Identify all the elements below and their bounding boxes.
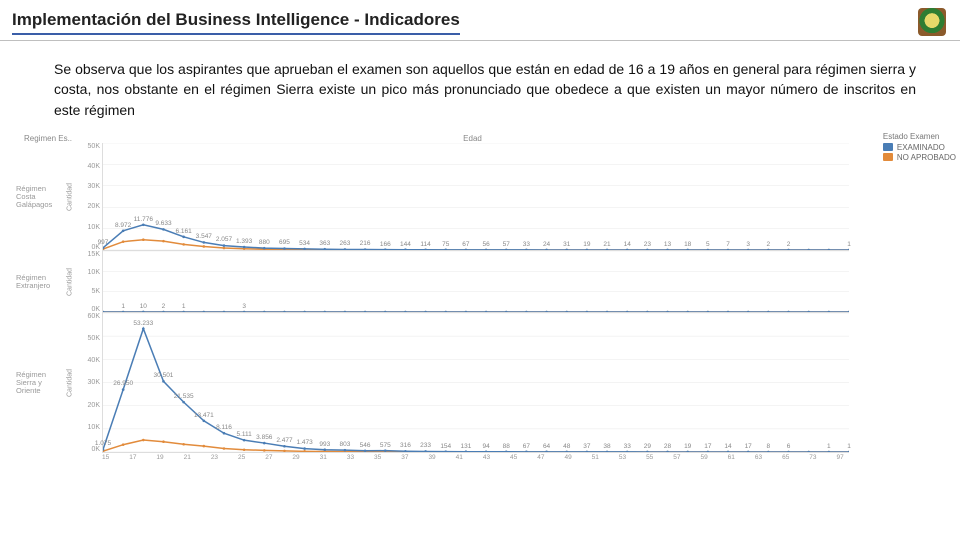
x-tick-label: 65 <box>782 454 789 461</box>
x-tick-label: 41 <box>456 454 463 461</box>
plot-area: 1.07526.95053.23330.50121.53513.4718.116… <box>102 313 849 453</box>
x-tick-label: 35 <box>374 454 381 461</box>
y-axis-ticks: 60K50K40K30K20K10K0K <box>76 313 102 453</box>
legend-title: Estado Examen <box>883 132 956 141</box>
description-paragraph: Se observa que los aspirantes que aprueb… <box>0 41 960 130</box>
legend-swatch-icon <box>883 153 893 161</box>
x-tick-label: 51 <box>592 454 599 461</box>
chart-panel: RégimenExtranjeroCantidad15K10K5K0K11021… <box>6 251 954 313</box>
plot-area: 9978.97211.7769.6336.1613.5472.0571.3938… <box>102 143 849 251</box>
x-tick-label: 29 <box>292 454 299 461</box>
chart-panel: RégimenSierra yOrienteCantidad60K50K40K3… <box>6 313 954 453</box>
y-axis-ticks: 15K10K5K0K <box>76 251 102 313</box>
x-tick-label: 73 <box>809 454 816 461</box>
x-tick-label: 15 <box>102 454 109 461</box>
chart-panel: RégimenCostaGalápagosCantidad50K40K30K20… <box>6 143 954 251</box>
x-tick-label: 59 <box>700 454 707 461</box>
x-tick-label: 25 <box>238 454 245 461</box>
y-axis-ticks: 50K40K30K20K10K0K <box>76 143 102 251</box>
panel-facet-label: RégimenSierra yOriente <box>6 313 64 453</box>
x-tick-label: 49 <box>564 454 571 461</box>
x-tick-label: 19 <box>156 454 163 461</box>
x-axis-title: Edad <box>96 134 849 143</box>
chart-header-row: Regimen Es.. Edad <box>6 134 954 143</box>
plot-area: 110213 <box>102 251 849 313</box>
y-axis-title: Cantidad <box>64 251 76 313</box>
legend-label: EXAMINADO <box>897 143 945 152</box>
panel-facet-label: RégimenCostaGalápagos <box>6 143 64 251</box>
x-tick-label: 45 <box>510 454 517 461</box>
chart-container: Regimen Es.. Edad Estado Examen EXAMINAD… <box>0 130 960 461</box>
y-axis-title: Cantidad <box>64 313 76 453</box>
chart-legend: Estado Examen EXAMINADO NO APROBADO <box>883 132 956 163</box>
panel-facet-label: RégimenExtranjero <box>6 251 64 313</box>
legend-item: EXAMINADO <box>883 143 956 152</box>
x-tick-label: 61 <box>728 454 735 461</box>
page-title: Implementación del Business Intelligence… <box>12 10 460 35</box>
x-tick-label: 31 <box>320 454 327 461</box>
x-tick-label: 39 <box>428 454 435 461</box>
chart-panels: RégimenCostaGalápagosCantidad50K40K30K20… <box>6 143 954 453</box>
x-tick-label: 53 <box>619 454 626 461</box>
x-tick-label: 43 <box>483 454 490 461</box>
legend-item: NO APROBADO <box>883 153 956 162</box>
x-tick-label: 21 <box>184 454 191 461</box>
x-tick-label: 17 <box>129 454 136 461</box>
y-axis-title: Cantidad <box>64 143 76 251</box>
x-axis-ticks: 15 17 19 21 23 25 27 29 31 33 35 37 39 41 43 45 47 49 51 53… <box>6 454 954 461</box>
legend-swatch-icon <box>883 143 893 151</box>
x-tick-label: 23 <box>211 454 218 461</box>
x-tick-label: 55 <box>646 454 653 461</box>
legend-label: NO APROBADO <box>897 153 956 162</box>
crest-logo <box>918 8 946 36</box>
facet-var-label: Regimen Es.. <box>6 134 96 143</box>
page-header: Implementación del Business Intelligence… <box>0 0 960 40</box>
x-tick-label: 33 <box>347 454 354 461</box>
x-tick-label: 97 <box>836 454 843 461</box>
x-tick-label: 57 <box>673 454 680 461</box>
x-tick-label: 63 <box>755 454 762 461</box>
x-tick-label: 37 <box>401 454 408 461</box>
x-tick-label: 27 <box>265 454 272 461</box>
x-tick-label: 47 <box>537 454 544 461</box>
